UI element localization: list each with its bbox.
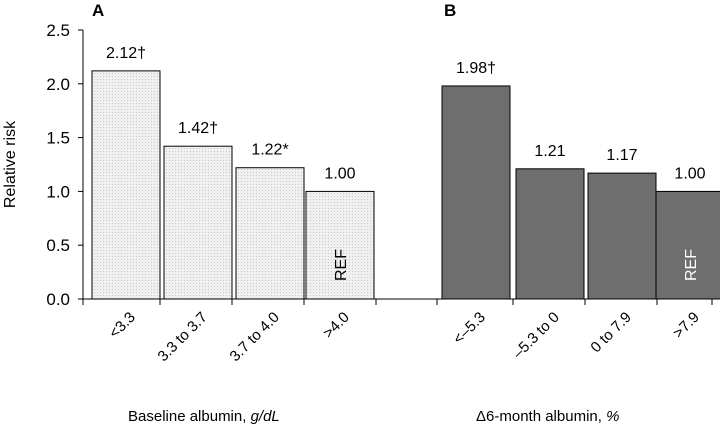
panel-label-0: A — [92, 1, 104, 20]
bar-0-3 — [305, 190, 375, 300]
panel-label-1: B — [444, 1, 456, 20]
y-tick-label-2: 1.0 — [46, 182, 70, 201]
y-tick-label-1: 0.5 — [46, 236, 70, 255]
category-label-0-1: 3.3 to 3.7 — [155, 309, 211, 365]
bar-0-1 — [163, 145, 233, 300]
category-label-1-2: 0 to 7.9 — [587, 309, 634, 356]
category-label-0-2: 3.7 to 4.0 — [227, 309, 283, 365]
plot-area: 0.0 0.5 1.0 1.5 2.0 2.5 Relative risk A 2.12† <3.… — [2, 1, 720, 365]
y-tick-label-5: 2.5 — [46, 21, 70, 40]
bar-0-0 — [91, 70, 161, 300]
data-label-1-3: 1.00 — [674, 165, 705, 182]
bar-1-3 — [655, 190, 720, 300]
x-axis-label-b: Δ6-month albumin, % — [476, 408, 619, 425]
data-label-0-0: 2.12† — [106, 45, 146, 62]
category-label-1-3: >7.9 — [670, 309, 703, 342]
data-label-0-3: 1.00 — [324, 165, 355, 182]
x-axis-label-b-text: Δ6-month albumin, — [476, 408, 607, 425]
y-tick-label-0: 0.0 — [46, 290, 70, 309]
category-label-0-0: <3.3 — [106, 309, 139, 342]
x-axis-label-a-unit: g/dL — [250, 408, 280, 425]
category-label-1-1: –5.3 to 0 — [510, 309, 563, 362]
ref-annotation-1: REF — [683, 249, 700, 281]
category-label-1-0: <–5.3 — [450, 309, 489, 348]
data-label-0-2: 1.22* — [251, 142, 288, 159]
data-label-0-1: 1.42† — [178, 120, 218, 137]
y-tick-label-3: 1.5 — [46, 129, 70, 148]
data-label-1-2: 1.17 — [606, 147, 637, 164]
category-label-0-3: >4.0 — [320, 309, 353, 342]
y-axis-label: Relative risk — [2, 120, 19, 208]
x-axis-label-b-unit: % — [606, 408, 620, 425]
x-axis-label-a-text: Baseline albumin, — [128, 408, 251, 425]
ref-annotation-0: REF — [333, 249, 350, 281]
data-label-1-0: 1.98† — [456, 60, 496, 77]
bar-1-1 — [515, 168, 585, 300]
bar-1-0 — [441, 85, 511, 300]
bar-0-2 — [235, 167, 305, 300]
y-tick-label-4: 2.0 — [46, 75, 70, 94]
x-axis-label-a: Baseline albumin, g/dL — [128, 408, 280, 425]
data-label-1-1: 1.21 — [534, 143, 565, 160]
bar-1-2 — [587, 172, 657, 300]
